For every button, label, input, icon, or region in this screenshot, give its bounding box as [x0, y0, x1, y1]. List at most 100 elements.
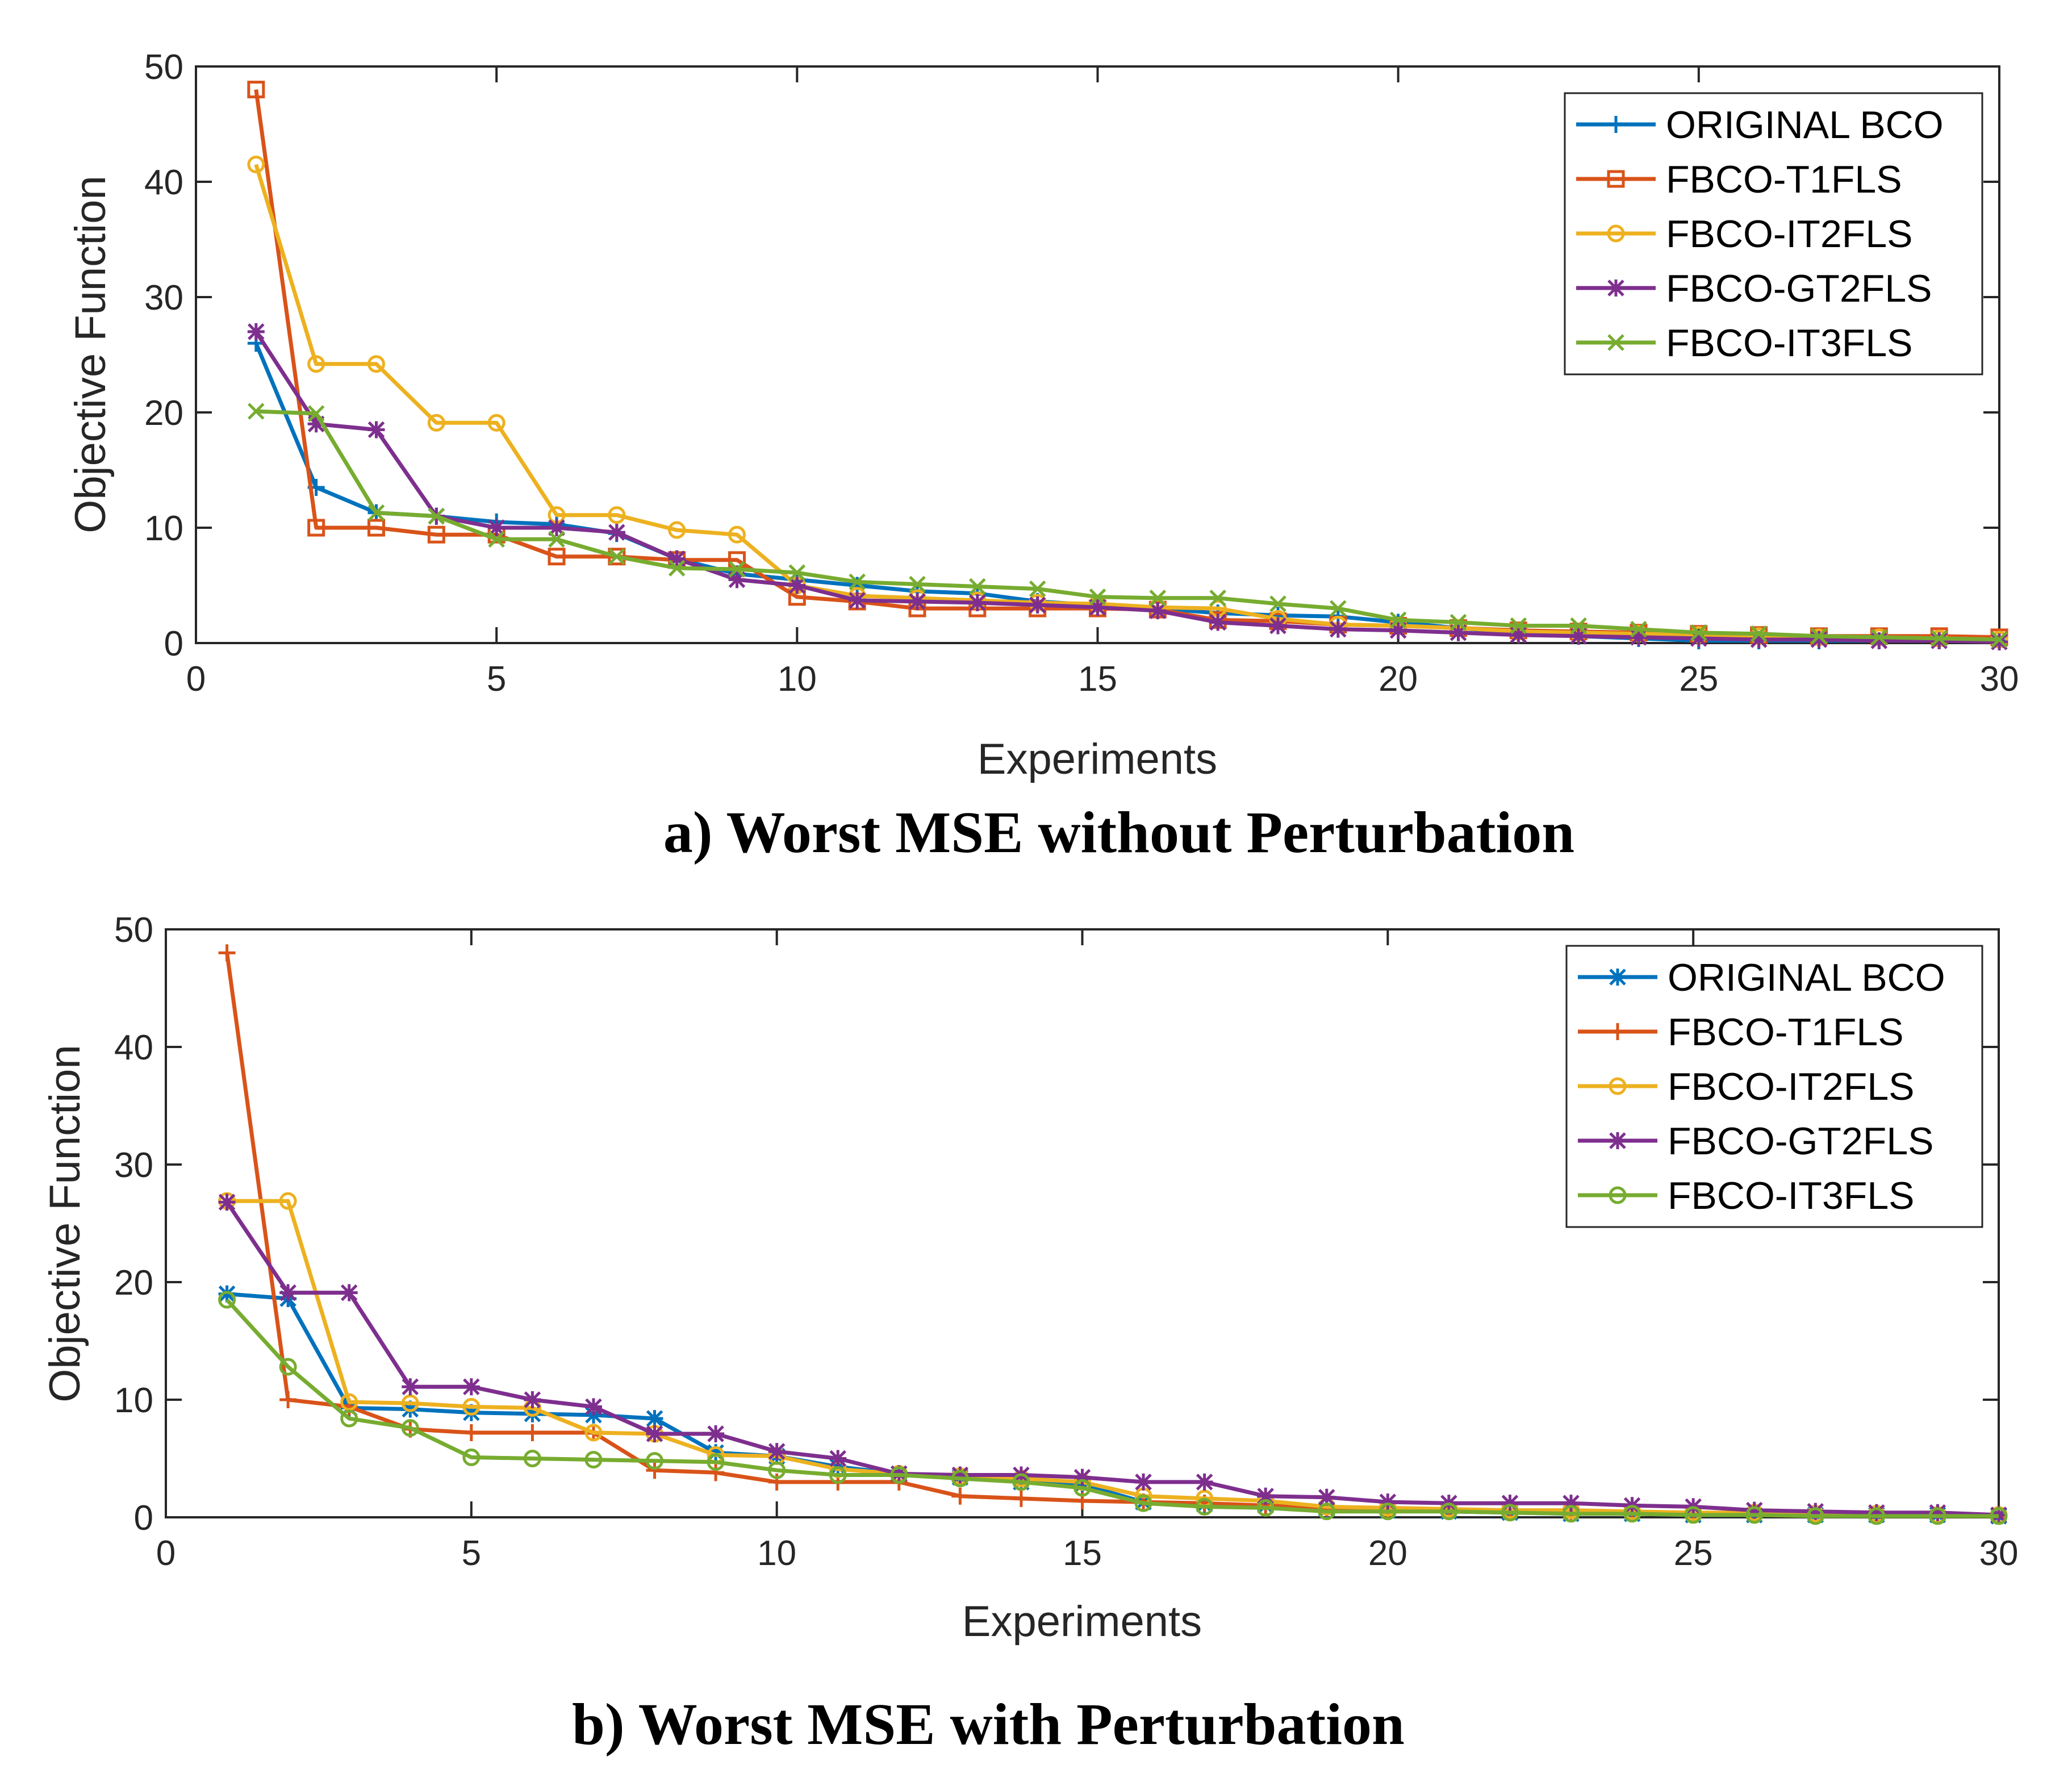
data-point	[462, 1378, 480, 1396]
data-point	[247, 156, 265, 174]
data-point	[788, 577, 806, 594]
legend-label: ORIGINAL BCO	[1668, 956, 1945, 999]
legend-label: FBCO-IT3FLS	[1666, 322, 1913, 365]
data-point	[402, 1400, 419, 1418]
legend-label: FBCO-IT2FLS	[1668, 1065, 1915, 1108]
data-point	[1029, 580, 1046, 598]
series-lines-a	[247, 81, 2008, 650]
data-point	[584, 1424, 603, 1442]
data-point	[1330, 600, 1347, 617]
data-point	[1991, 631, 2008, 648]
x-tick-label: 10	[757, 1534, 796, 1573]
data-point	[1684, 1506, 1702, 1524]
data-point	[646, 1452, 664, 1470]
data-point	[1196, 1497, 1214, 1516]
data-point	[1868, 1507, 1886, 1525]
data-point	[1379, 1493, 1397, 1511]
data-point	[524, 1424, 541, 1441]
x-axis-label-a: Experiments	[977, 735, 1217, 783]
data-point	[218, 1285, 236, 1303]
x-tick-label: 5	[462, 1534, 481, 1573]
data-point	[1501, 1495, 1519, 1512]
legend-entry: FBCO-IT2FLS	[1576, 212, 1913, 256]
data-point	[247, 323, 265, 340]
data-point	[247, 81, 265, 99]
data-point	[1389, 611, 1407, 629]
data-point	[548, 548, 566, 566]
data-point	[969, 578, 986, 595]
x-tick-label: 20	[1378, 660, 1418, 699]
legend-label: FBCO-T1FLS	[1668, 1011, 1904, 1054]
data-point	[1690, 629, 1707, 647]
data-point	[1089, 599, 1106, 616]
x-tick-label: 0	[186, 660, 206, 699]
data-point	[1690, 624, 1707, 641]
data-point	[768, 1461, 786, 1479]
data-point	[1012, 1489, 1030, 1507]
data-point	[307, 405, 325, 422]
chart-b: 0 5 10 15 20 25 30 0 10 20 30 40 50 Experiments Obje…	[41, 911, 2018, 1757]
y-tick-label: 10	[144, 509, 183, 548]
legend-entry: FBCO-T1FLS	[1576, 158, 1902, 201]
legend-label: FBCO-IT3FLS	[1668, 1174, 1915, 1217]
data-point	[1073, 1468, 1091, 1486]
data-point	[523, 1450, 541, 1467]
data-point	[1562, 1505, 1580, 1523]
legend-entry: ORIGINAL BCO	[1578, 956, 1945, 999]
legend-marker	[1607, 224, 1625, 243]
data-point	[340, 1284, 358, 1301]
data-point	[1870, 632, 1888, 649]
data-point	[1750, 625, 1768, 642]
data-point	[1745, 1506, 1764, 1524]
x-tick-label: 5	[487, 660, 506, 699]
legend-b: ORIGINAL BCO FBCO-T1FLS FBCO-IT2FLS FBCO-GT…	[1565, 945, 1983, 1228]
data-point	[1318, 1488, 1335, 1506]
data-point	[279, 1284, 297, 1301]
data-point	[646, 1425, 663, 1443]
data-point	[707, 1425, 725, 1443]
x-tick-label: 25	[1674, 1534, 1713, 1573]
y-tick-label: 30	[114, 1146, 153, 1185]
data-point	[646, 1462, 663, 1479]
x-tick-label: 0	[156, 1534, 176, 1573]
data-point	[849, 573, 866, 591]
y-axis-label-a: Objective Function	[66, 176, 115, 533]
data-point	[707, 1464, 725, 1482]
data-point	[1931, 632, 1948, 649]
data-point	[768, 1443, 786, 1460]
data-point	[488, 519, 506, 536]
legend-marker	[1609, 1077, 1627, 1095]
data-point	[340, 1409, 358, 1428]
data-point	[584, 1398, 602, 1416]
legend-marker	[1607, 170, 1625, 188]
y-tick-label: 40	[114, 1028, 153, 1067]
x-axis-label-b: Experiments	[962, 1597, 1202, 1646]
data-point	[548, 531, 565, 548]
x-tick-label: 20	[1368, 1534, 1407, 1573]
y-tick-label: 20	[144, 394, 183, 433]
data-point	[608, 506, 626, 524]
legend-label: FBCO-GT2FLS	[1666, 267, 1932, 310]
data-point	[1510, 626, 1527, 644]
legend-marker	[1607, 279, 1624, 297]
y-tick-label: 30	[144, 278, 183, 318]
data-point	[1929, 1504, 1946, 1521]
data-point	[1563, 1495, 1580, 1512]
data-point	[218, 1194, 236, 1211]
y-tick-label: 0	[164, 624, 183, 664]
data-point	[1810, 628, 1828, 645]
data-point	[367, 504, 385, 521]
data-point	[1318, 1503, 1336, 1521]
data-point	[608, 548, 625, 565]
axes-ticks-b: 0 5 10 15 20 25 30 0 10 20 30 40 50	[114, 911, 2018, 1573]
data-point	[462, 1424, 480, 1441]
data-point	[218, 1291, 236, 1309]
axes-ticks-a: 0 5 10 15 20 25 30 0 10 20 30 40 50	[144, 48, 2019, 699]
x-tick-label: 25	[1679, 660, 1718, 699]
legend-label: ORIGINAL BCO	[1666, 103, 1944, 147]
data-point	[427, 414, 445, 432]
data-point	[1134, 1494, 1152, 1512]
data-point	[401, 1419, 419, 1437]
chart-a: 0 5 10 15 20 25 30 0 10 20 30 40 50 Experiments Obje…	[66, 48, 2019, 865]
legend-marker	[1607, 334, 1624, 351]
